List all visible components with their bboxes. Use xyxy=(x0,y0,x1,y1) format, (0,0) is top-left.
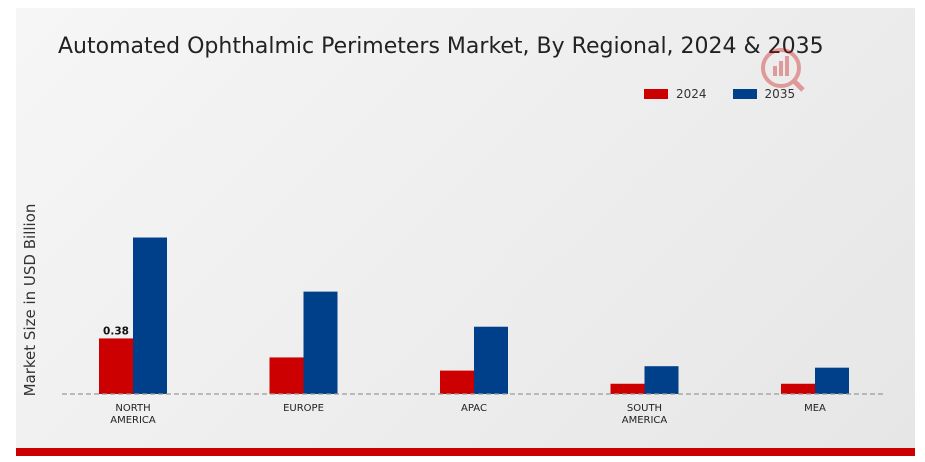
bar-2035-south-america xyxy=(644,366,679,394)
legend-swatch-2035 xyxy=(732,89,757,99)
x-tick-apac: APAC xyxy=(461,403,487,414)
bars-group xyxy=(99,237,849,394)
bar-2024-mea xyxy=(781,383,815,394)
legend-item-2035: 2035 xyxy=(732,87,796,101)
bar-2024-apac xyxy=(440,370,474,394)
legend-swatch-2024 xyxy=(644,89,668,99)
legend: 2024 2035 xyxy=(644,86,795,102)
bar-2035-apac xyxy=(474,326,508,394)
bottom-accent-bar xyxy=(16,448,915,456)
legend-label-2035: 2035 xyxy=(764,87,796,101)
bar-2035-mea xyxy=(815,367,849,394)
x-tick-mea: MEA xyxy=(804,403,826,414)
data-labels: 0.38 xyxy=(103,325,129,337)
bar-2024-south-america xyxy=(610,383,645,394)
bar-2035-north-america xyxy=(133,237,167,394)
x-tick-europe: EUROPE xyxy=(283,403,324,414)
watermark-logo-icon xyxy=(761,48,805,92)
bar-2035-europe xyxy=(303,291,338,394)
x-tick-north-america: NORTH AMERICA xyxy=(110,403,156,426)
chart-title: Automated Ophthalmic Perimeters Market, … xyxy=(58,34,824,59)
bar-2024-europe xyxy=(269,357,304,394)
x-tick-labels: NORTH AMERICA EUROPE APAC SOUTH AMERICA MEA xyxy=(110,403,826,426)
legend-item-2024: 2024 xyxy=(644,87,707,101)
x-tick-south-america: SOUTH AMERICA xyxy=(622,403,668,426)
bar-2024-north-america xyxy=(99,338,133,394)
data-label-2024-north-america: 0.38 xyxy=(103,325,129,337)
legend-label-2024: 2024 xyxy=(676,87,707,101)
